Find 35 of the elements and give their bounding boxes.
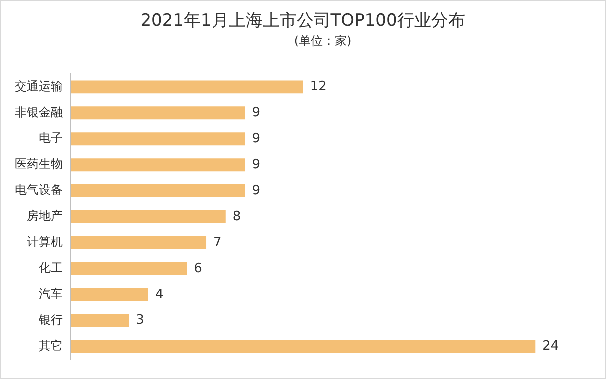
data-label: 9	[252, 183, 261, 198]
y-tick-label: 计算机	[27, 235, 63, 250]
data-label: 24	[542, 339, 560, 354]
data-label: 9	[252, 106, 261, 121]
data-label: 8	[232, 209, 242, 224]
bar	[71, 132, 246, 146]
y-tick-label: 非银金融	[15, 105, 63, 120]
data-label: 4	[155, 287, 164, 302]
bar	[71, 158, 246, 172]
y-tick-label: 医药生物	[15, 157, 63, 172]
y-tick-label: 房地产	[27, 209, 63, 224]
bar	[71, 262, 188, 276]
data-label: 9	[252, 157, 261, 172]
y-tick-label: 其它	[39, 338, 63, 353]
y-tick-label: 银行	[38, 312, 63, 327]
data-label: 7	[214, 235, 222, 250]
bar	[71, 340, 536, 354]
bar	[71, 314, 130, 328]
bar	[71, 184, 246, 198]
bar	[71, 210, 226, 224]
chart-title: 2021年1月上海上市公司TOP100行业分布	[140, 10, 466, 32]
data-label: 12	[310, 80, 327, 95]
chart-subtitle: (单位：家)	[293, 33, 353, 50]
y-tick-label: 电气设备	[15, 183, 63, 198]
data-label: 9	[252, 131, 261, 146]
y-tick-label: 汽车	[39, 287, 63, 302]
bar	[71, 236, 207, 250]
bar	[71, 106, 246, 120]
data-label: 6	[194, 261, 202, 276]
bar	[71, 288, 148, 302]
y-tick-label: 交通运输	[15, 79, 63, 94]
y-tick-label: 电子	[39, 131, 63, 146]
data-label: 3	[136, 313, 144, 328]
y-tick-label: 化工	[39, 261, 63, 276]
bar	[71, 80, 304, 94]
